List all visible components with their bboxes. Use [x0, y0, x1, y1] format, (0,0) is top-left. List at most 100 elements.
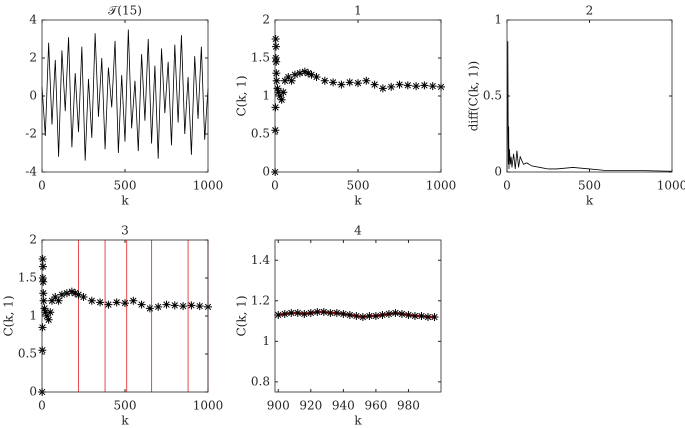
- marker: [417, 312, 426, 320]
- marker: [137, 300, 146, 309]
- marker: [423, 313, 432, 322]
- chart-title: 𝒯(15): [108, 4, 142, 18]
- marker: [38, 323, 47, 332]
- marker: [420, 81, 429, 90]
- y-tick-label: 0.8: [251, 374, 270, 388]
- marker: [39, 296, 48, 305]
- marker: [358, 313, 367, 322]
- axes-frame: [506, 19, 673, 173]
- marker: [104, 300, 113, 309]
- x-tick-label: 500: [578, 179, 601, 193]
- chart-title: 3: [121, 224, 129, 238]
- marker: [145, 304, 154, 313]
- marker: [387, 82, 396, 91]
- x-tick-label: 0: [271, 179, 279, 193]
- y-tick-label: 1: [262, 89, 270, 103]
- y-tick-label: 1.2: [251, 293, 270, 307]
- marker: [345, 310, 354, 319]
- marker: [370, 80, 379, 89]
- axes-frame: [274, 239, 442, 393]
- y-tick-label: 0: [494, 165, 502, 179]
- marker: [38, 262, 47, 271]
- chart-title: 1: [354, 4, 362, 18]
- y-tick-label: 0: [29, 89, 37, 103]
- marker: [391, 308, 400, 317]
- y-tick-label: 1: [29, 309, 37, 323]
- marker: [272, 69, 281, 78]
- x-axis-label: k: [354, 194, 362, 208]
- y-tick-label: 4: [29, 13, 37, 27]
- marker: [279, 88, 288, 97]
- marker: [57, 290, 66, 299]
- marker: [112, 298, 121, 307]
- marker: [287, 308, 296, 317]
- marker: [428, 82, 437, 91]
- x-axis-label: k: [354, 414, 362, 428]
- marker: [365, 312, 374, 320]
- y-axis-label: diff(C(k, 1)): [467, 61, 481, 132]
- marker: [320, 76, 329, 85]
- axes-background: [507, 20, 672, 172]
- x-axis-label: k: [121, 414, 129, 428]
- y-tick-label: 2: [262, 13, 270, 27]
- marker: [412, 82, 421, 91]
- marker: [271, 35, 280, 43]
- y-tick-label: 1.5: [18, 271, 37, 285]
- marker: [46, 308, 55, 317]
- x-tick-label: 500: [114, 399, 137, 413]
- marker: [337, 80, 346, 89]
- axes-frame: [41, 239, 209, 393]
- axes-frame: [41, 19, 209, 173]
- marker: [313, 307, 322, 316]
- y-tick-label: 2: [29, 51, 37, 65]
- marker: [295, 69, 304, 78]
- marker: [410, 312, 419, 320]
- axes-background: [275, 20, 441, 172]
- y-tick-label: -4: [25, 165, 37, 179]
- marker: [319, 307, 328, 316]
- series-line: [41, 29, 209, 161]
- marker: [272, 57, 281, 66]
- marker: [300, 309, 309, 318]
- marker: [287, 76, 296, 85]
- marker: [345, 78, 354, 87]
- marker: [395, 80, 404, 89]
- x-tick-label: 500: [347, 179, 370, 193]
- marker: [51, 293, 60, 301]
- marker: [371, 312, 380, 320]
- y-tick-label: 0.5: [483, 89, 502, 103]
- y-tick-label: -2: [25, 127, 37, 141]
- x-tick-label: 900: [267, 399, 290, 413]
- marker: [354, 79, 362, 88]
- marker: [397, 309, 406, 318]
- x-tick-label: 1000: [193, 179, 224, 193]
- x-tick-label: 920: [299, 399, 322, 413]
- chart-title: 4: [354, 224, 362, 238]
- marker: [274, 310, 283, 319]
- marker: [96, 298, 105, 307]
- marker: [162, 300, 171, 309]
- marker: [154, 302, 163, 311]
- x-tick-label: 500: [114, 179, 137, 193]
- marker: [273, 84, 282, 93]
- x-axis-label: k: [121, 194, 129, 208]
- marker: [271, 42, 280, 51]
- y-tick-label: 1: [494, 13, 502, 27]
- marker: [300, 67, 309, 76]
- marker: [41, 308, 50, 317]
- marker: [39, 289, 48, 298]
- marker: [329, 78, 338, 87]
- marker: [62, 289, 71, 298]
- x-tick-label: 960: [364, 399, 387, 413]
- y-tick-label: 0.5: [18, 347, 37, 361]
- axes-background: [42, 240, 208, 392]
- marker: [293, 308, 302, 317]
- chart-title: 2: [586, 4, 594, 18]
- marker: [290, 70, 299, 79]
- y-axis-label: C(k, 1): [235, 75, 249, 116]
- y-tick-label: 1.4: [251, 253, 270, 267]
- marker: [403, 81, 412, 90]
- y-tick-label: 0.5: [251, 127, 270, 141]
